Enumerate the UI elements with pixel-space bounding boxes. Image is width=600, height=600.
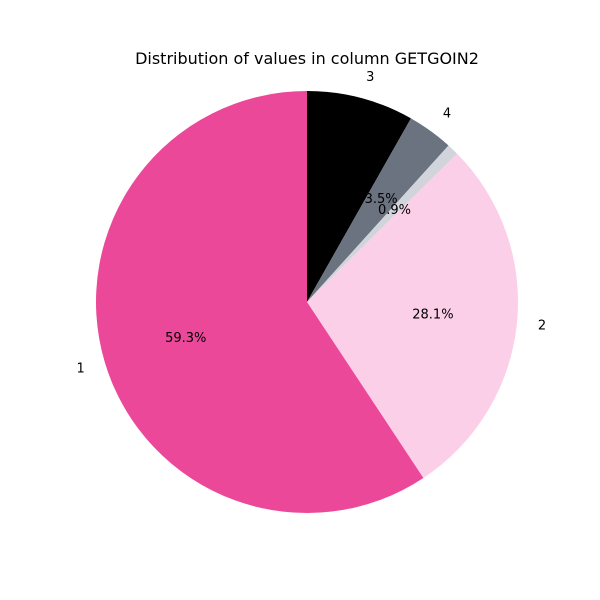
pie-slice-percent-3: 28.1% xyxy=(412,308,453,323)
pie-slices xyxy=(96,91,518,513)
pie-slice-2 xyxy=(307,145,458,302)
pie-slice-label-1: 4 xyxy=(443,106,451,121)
pie-slice-3 xyxy=(307,153,518,478)
pie-slice-percent-2: 0.9% xyxy=(378,203,411,218)
pie-slice-label-3: 2 xyxy=(538,319,546,334)
pie-slice-0 xyxy=(307,91,411,302)
chart-title: Distribution of values in column GETGOIN… xyxy=(135,49,479,68)
pie-slice-percent-0: 8.2% xyxy=(323,172,356,187)
pie-slice-label-0: 3 xyxy=(366,70,374,85)
pie-slice-4 xyxy=(96,91,424,513)
pie-slice-percent-4: 59.3% xyxy=(165,331,206,346)
pie-slice-percent-1: 3.5% xyxy=(365,192,398,207)
pie-labels: 8.2% 3 3.5% 4 0.9% 28.1% 2 59.3% 1 xyxy=(76,70,546,376)
pie-slice-1 xyxy=(307,118,449,302)
pie-slice-label-4: 1 xyxy=(76,361,84,376)
